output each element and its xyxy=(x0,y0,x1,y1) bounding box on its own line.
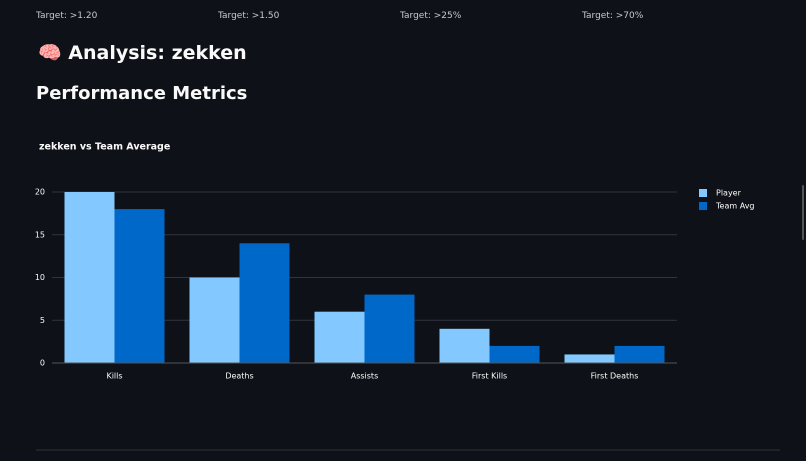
target-text: Target: >70% xyxy=(582,11,644,21)
y-tick-label: 10 xyxy=(35,273,45,282)
target-text: Target: >1.50 xyxy=(218,11,280,21)
target-text: Target: >1.20 xyxy=(36,11,98,21)
bar xyxy=(114,209,165,363)
target-text: Target: >25% xyxy=(400,11,462,21)
x-tick-label: Assists xyxy=(351,372,379,381)
x-tick-label: First Deaths xyxy=(591,372,639,381)
bar xyxy=(314,311,365,363)
x-tick-label: Deaths xyxy=(225,372,253,381)
legend-swatch xyxy=(699,189,707,197)
y-tick-label: 20 xyxy=(35,188,45,197)
subheading: Performance Metrics xyxy=(36,83,248,104)
scrollbar xyxy=(802,185,804,240)
y-tick-label: 0 xyxy=(40,359,45,368)
bar xyxy=(364,294,415,363)
bar xyxy=(489,345,540,363)
bar xyxy=(189,277,240,363)
heading: 🧠 Analysis: zekken xyxy=(38,42,247,64)
legend-label: Player xyxy=(716,189,742,198)
legend-swatch xyxy=(699,202,707,210)
y-tick-label: 5 xyxy=(40,316,45,325)
legend-label: Team Avg xyxy=(715,202,755,211)
chart-title: zekken vs Team Average xyxy=(39,142,170,153)
bar xyxy=(564,354,615,363)
x-tick-label: Kills xyxy=(106,372,122,381)
bar xyxy=(439,328,490,363)
x-tick-label: First Kills xyxy=(472,372,507,381)
bar xyxy=(64,192,115,363)
bar xyxy=(614,345,665,363)
y-tick-label: 15 xyxy=(35,230,45,239)
bar xyxy=(239,243,290,363)
